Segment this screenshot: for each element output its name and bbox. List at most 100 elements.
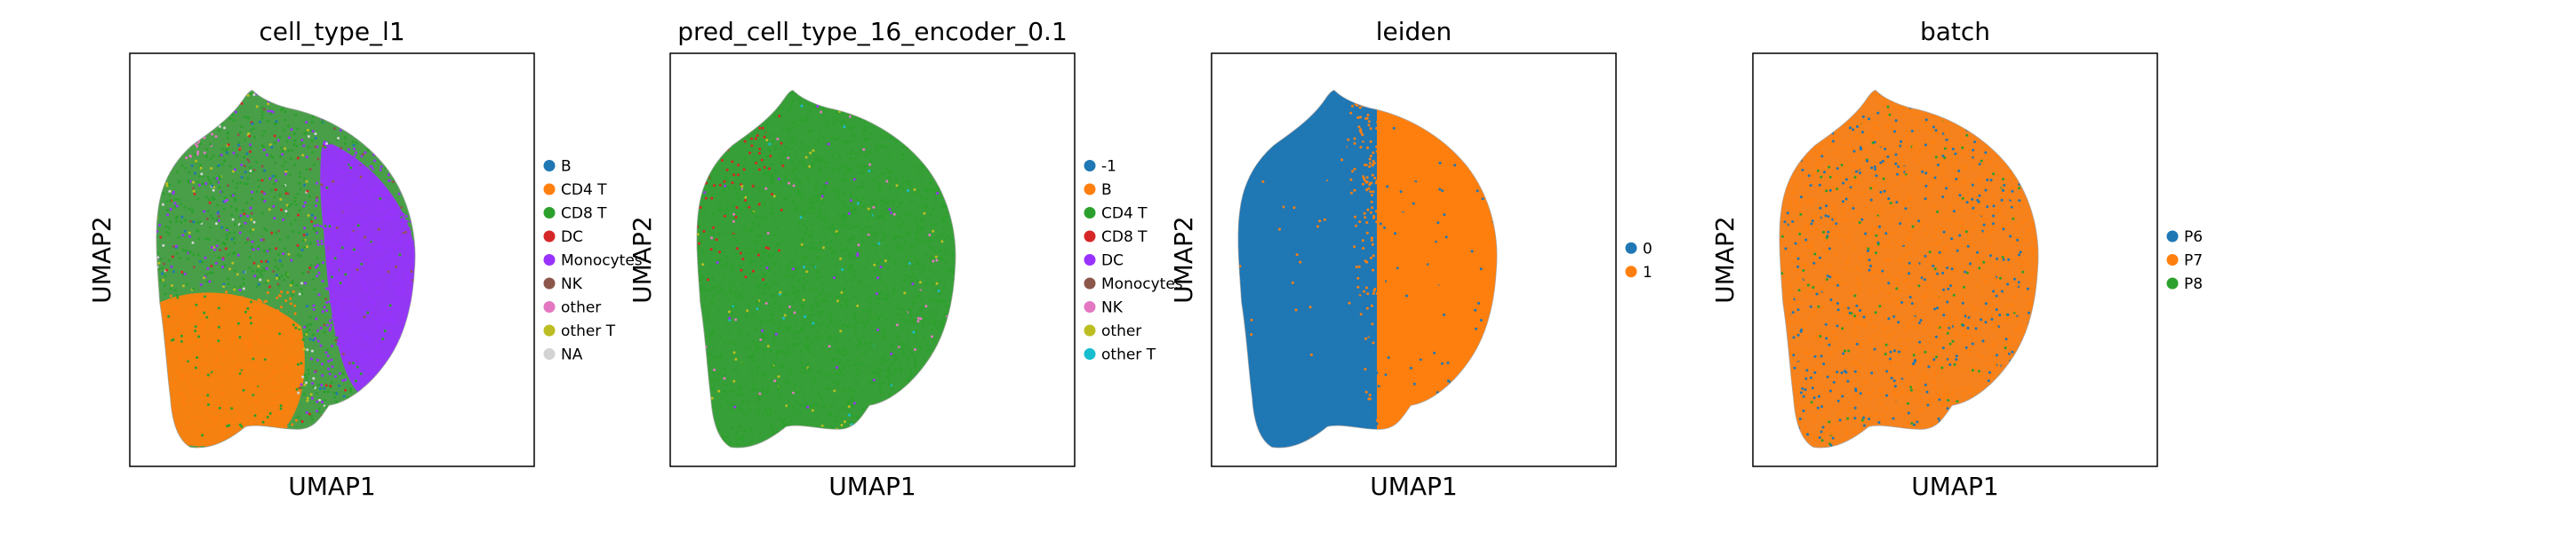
cell-point — [932, 250, 936, 253]
cell-point — [922, 335, 925, 338]
cell-point — [741, 434, 745, 437]
cell-point — [165, 200, 168, 203]
cell-point — [914, 348, 916, 351]
cell-point — [757, 187, 761, 191]
cell-point — [936, 299, 940, 303]
cell-point — [734, 216, 738, 219]
cell-point — [724, 430, 728, 434]
cell-point — [276, 383, 279, 386]
cell-point — [703, 211, 707, 214]
cell-point — [723, 341, 726, 345]
cell-point — [891, 289, 894, 292]
cell-point — [202, 338, 205, 341]
cell-point — [257, 306, 260, 309]
cell-point — [300, 287, 303, 290]
cell-point — [326, 240, 330, 243]
cell-point — [275, 179, 278, 182]
cell-point — [327, 367, 330, 370]
cell-point — [843, 125, 846, 129]
cell-point — [373, 159, 376, 163]
cell-point — [789, 261, 793, 265]
cell-point — [815, 155, 819, 159]
cell-point — [794, 167, 797, 170]
cell-point — [226, 137, 229, 140]
cell-point — [798, 181, 802, 185]
cell-point — [797, 342, 801, 346]
cell-point — [276, 267, 280, 271]
cell-point — [283, 247, 286, 251]
cell-point — [340, 315, 343, 319]
legend-label: CD4 T — [561, 181, 607, 199]
cell-point — [262, 148, 266, 152]
cell-point — [829, 335, 833, 338]
cell-point — [872, 381, 876, 385]
cell-point — [754, 349, 757, 353]
cell-point — [252, 170, 255, 173]
cell-point — [363, 358, 365, 362]
cell-point — [833, 250, 836, 253]
cell-point — [763, 274, 766, 278]
cell-point — [321, 280, 324, 282]
cell-point — [811, 245, 813, 249]
cell-point — [810, 129, 813, 132]
cell-point — [247, 160, 251, 163]
cell-point — [844, 180, 847, 184]
cell-point — [217, 163, 220, 167]
cell-point — [718, 372, 721, 376]
cell-point — [312, 338, 315, 342]
cell-point — [767, 171, 771, 174]
cell-point — [179, 358, 182, 362]
cell-point — [308, 242, 312, 245]
cell-point — [931, 309, 934, 313]
cell-point — [845, 140, 849, 144]
cell-point — [386, 314, 389, 316]
cell-point — [328, 267, 332, 271]
cell-point — [740, 362, 744, 365]
cell-point — [868, 346, 871, 350]
cell-point — [780, 266, 783, 269]
cell-point — [335, 336, 339, 339]
cell-point — [710, 301, 714, 304]
cell-point — [756, 386, 759, 390]
cell-point — [291, 293, 294, 297]
cell-point — [328, 319, 332, 322]
cell-point — [896, 245, 900, 249]
cell-point — [220, 163, 224, 166]
cell-point — [188, 219, 192, 223]
cell-point — [857, 243, 860, 247]
cell-point — [380, 204, 383, 208]
cell-point — [362, 186, 365, 189]
cell-point — [935, 259, 939, 262]
cell-point — [250, 246, 253, 250]
cell-point — [908, 262, 911, 265]
cell-point — [802, 285, 805, 289]
cell-point — [244, 310, 247, 314]
cell-point — [379, 168, 382, 171]
cell-point — [773, 379, 777, 383]
cell-point — [321, 195, 324, 199]
cell-point — [825, 299, 828, 303]
cell-point — [852, 326, 856, 330]
cell-point — [324, 188, 327, 192]
cell-point — [783, 417, 787, 420]
cell-point — [863, 125, 867, 128]
cell-point — [257, 379, 260, 382]
cell-point — [306, 399, 309, 402]
cell-point — [286, 192, 290, 195]
cell-point — [262, 366, 266, 370]
cell-point — [239, 366, 243, 369]
cell-point — [737, 436, 740, 440]
cell-point — [302, 234, 306, 237]
cell-point — [817, 212, 820, 216]
cell-point — [183, 229, 187, 233]
cell-point — [230, 420, 234, 424]
cell-point — [718, 183, 722, 187]
cell-point — [744, 275, 748, 279]
cell-point — [914, 362, 917, 365]
cell-point — [211, 217, 214, 220]
cell-point — [408, 262, 412, 266]
cell-point — [822, 135, 826, 139]
cell-point — [268, 248, 272, 251]
cell-point — [819, 293, 822, 297]
cell-point — [812, 325, 816, 329]
